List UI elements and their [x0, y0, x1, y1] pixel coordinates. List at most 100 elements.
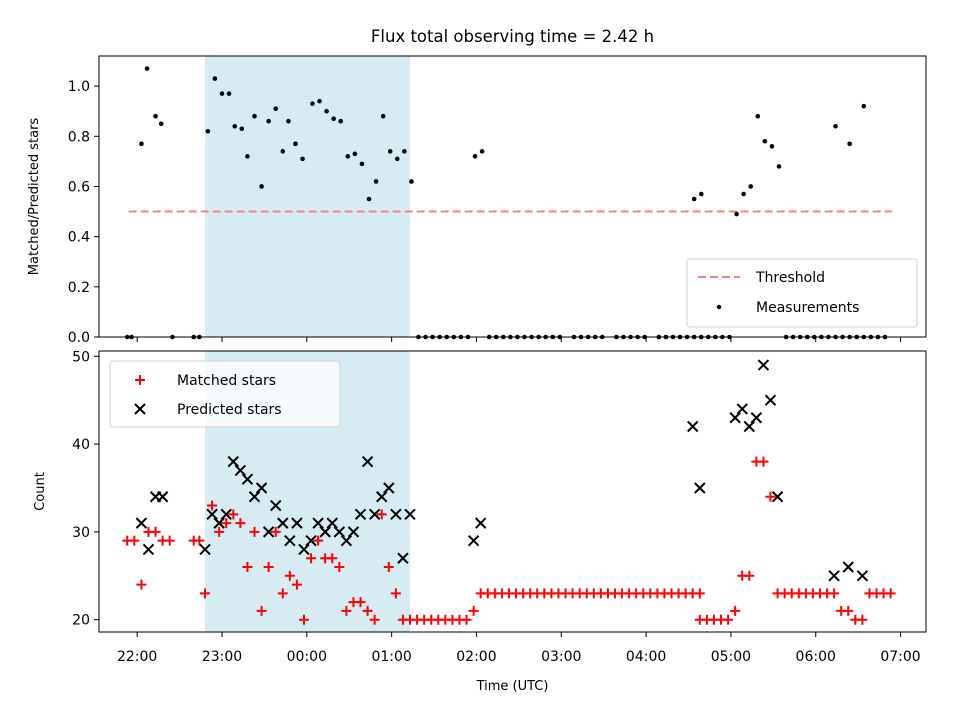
- measurement-point: [833, 123, 838, 129]
- measurement-point: [847, 141, 852, 147]
- measurement-point: [352, 151, 358, 157]
- legend-measurements-label: Measurements: [756, 300, 859, 316]
- predicted-star-point: [305, 534, 317, 547]
- measurement-point: [387, 149, 393, 154]
- predicted-star-point: [743, 420, 755, 433]
- predicted-star-point: [262, 526, 275, 538]
- measurement-point: [300, 156, 305, 162]
- predicted-star-point: [270, 499, 282, 512]
- predicted-star-point: [255, 482, 268, 494]
- matched-star-point: [256, 605, 267, 616]
- measurement-point: [293, 141, 298, 147]
- matched-star-point: [765, 491, 776, 502]
- matched-star-point: [207, 500, 218, 511]
- measurement-point: [331, 116, 336, 122]
- measurement-point: [345, 154, 351, 159]
- predicted-star-point: [291, 517, 303, 529]
- bottom-legend: Matched stars Predicted stars: [109, 360, 341, 428]
- x-tick-label: 22:00: [117, 649, 157, 665]
- predicted-star-point: [404, 508, 416, 521]
- bottom-axes-frame: [98, 350, 927, 633]
- predicted-star-point: [142, 543, 155, 556]
- matched-star-point: [242, 562, 253, 573]
- top-y-tick-label: 1.0: [68, 79, 90, 95]
- predicted-star-point: [828, 570, 840, 582]
- bottom-y-tick-label: 20: [72, 613, 90, 629]
- matched-star-point: [334, 562, 345, 573]
- matched-star-point: [263, 562, 274, 573]
- predicted-star-point: [383, 482, 395, 494]
- predicted-star-point: [376, 491, 388, 503]
- predicted-star-point: [312, 517, 324, 529]
- predicted-star-point: [199, 543, 211, 556]
- predicted-star-point: [156, 491, 169, 503]
- matched-star-point: [313, 535, 324, 546]
- matched-star-point: [723, 614, 734, 625]
- measurement-point: [266, 118, 271, 124]
- measurement-point: [472, 154, 478, 159]
- measurement-point: [366, 196, 372, 202]
- x-tick-label: 07:00: [880, 649, 920, 665]
- measurement-point: [239, 126, 245, 132]
- predicted-star-point: [368, 508, 381, 521]
- measurement-point: [310, 101, 315, 106]
- measurement-point: [252, 113, 257, 119]
- matched-star-point: [362, 605, 373, 616]
- top-x-ticks: [136, 337, 902, 342]
- predicted-star-point: [771, 491, 784, 503]
- legend-matched-label: Matched stars: [177, 373, 276, 389]
- bottom-y-tick-label: 50: [72, 349, 90, 365]
- top-y-tick-label: 0.4: [68, 230, 90, 246]
- top-y-ticks: 0.0 0.2 0.4 0.6 0.8 1.0: [68, 79, 99, 346]
- predicted-star-point: [241, 473, 254, 485]
- measurement-point: [402, 149, 407, 154]
- top-y-tick-label: 0.2: [68, 280, 90, 296]
- matched-star-point: [194, 535, 205, 546]
- measurement-point: [259, 184, 264, 189]
- predicted-star-point: [694, 482, 706, 494]
- measurement-point: [698, 191, 704, 197]
- bottom-legend-box: [109, 360, 341, 428]
- bottom-y-tick-label: 40: [72, 437, 90, 453]
- x-tick-label: 23:00: [202, 649, 242, 665]
- matched-star-point: [829, 588, 840, 599]
- predicted-star-point: [326, 517, 338, 529]
- top-y-axis-label: Matched/Predicted stars: [27, 118, 42, 276]
- measurement-point: [359, 161, 365, 167]
- measurement-point: [245, 154, 250, 159]
- ratio-panel: 0.0 0.2 0.4 0.6 0.8 1.0 Flux total observing …: [27, 27, 927, 346]
- matched-star-point: [885, 588, 896, 599]
- legend-measurements-swatch: [716, 304, 722, 310]
- predicted-star-point: [284, 534, 296, 547]
- predicted-stars-points: [135, 359, 869, 582]
- predicted-star-point: [361, 455, 374, 468]
- matched-star-point: [235, 518, 246, 529]
- top-y-tick-label: 0.0: [68, 330, 90, 346]
- top-y-tick-label: 0.6: [68, 179, 90, 195]
- legend-matched-marker: [135, 375, 145, 385]
- matched-star-point: [150, 526, 161, 537]
- predicted-star-point: [206, 508, 218, 521]
- measurement-point: [232, 123, 238, 129]
- predicted-star-point: [842, 561, 854, 573]
- measurement-point: [394, 156, 400, 162]
- predicted-star-point: [277, 517, 289, 529]
- predicted-star-point: [220, 508, 232, 521]
- matched-star-point: [355, 597, 366, 608]
- predicted-star-point: [319, 526, 331, 538]
- measurement-point: [373, 179, 379, 184]
- top-axes-frame: [98, 55, 927, 338]
- matched-star-point: [214, 526, 225, 537]
- measurement-point: [286, 118, 291, 124]
- predicted-star-point: [298, 543, 310, 556]
- predicted-star-point: [354, 508, 367, 521]
- measurement-point: [479, 149, 485, 154]
- bottom-y-ticks: 20 30 40 50: [72, 349, 99, 629]
- matched-star-point: [306, 553, 317, 564]
- measurement-point: [153, 113, 158, 119]
- matched-star-point: [843, 605, 854, 616]
- matched-star-point: [164, 535, 175, 546]
- matched-star-point: [200, 588, 211, 599]
- bottom-y-axis-label: Count: [33, 472, 48, 511]
